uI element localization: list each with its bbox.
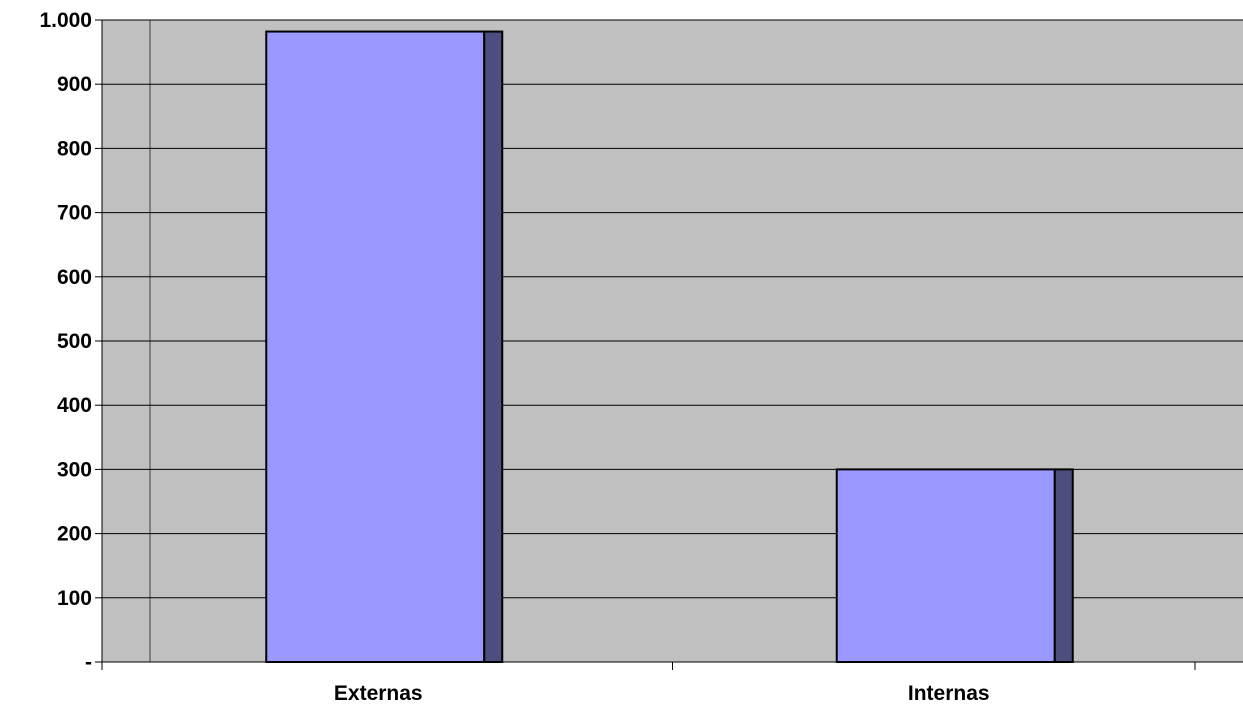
x-axis-ticks: Externas Internas [101, 662, 1196, 705]
y-tick-label: 600 [57, 266, 92, 289]
bar-front-face [265, 30, 486, 663]
bars [265, 30, 1074, 663]
x-tick-label: Internas [908, 682, 990, 705]
y-axis-ticks: - 100 200 300 400 500 600 700 800 900 1.000 [39, 9, 102, 674]
y-tick-label: 200 [57, 523, 92, 546]
y-tick-label: 100 [57, 587, 92, 610]
y-tick-label: 900 [57, 73, 92, 96]
y-tick-label: - [85, 651, 92, 674]
y-tick-label: 700 [57, 202, 92, 225]
bar-internas [835, 468, 1074, 663]
y-tick-label: 300 [57, 458, 92, 481]
y-tick-label: 1.000 [39, 9, 92, 32]
y-tick-label: 800 [57, 137, 92, 160]
bar-front-face [835, 468, 1056, 663]
y-tick-label: 400 [57, 394, 92, 417]
y-tick-label: 500 [57, 330, 92, 353]
bar-side-face [1053, 468, 1074, 663]
bar-externas [265, 30, 504, 663]
bar-side-face [483, 30, 504, 663]
x-tick-label: Externas [334, 682, 423, 705]
